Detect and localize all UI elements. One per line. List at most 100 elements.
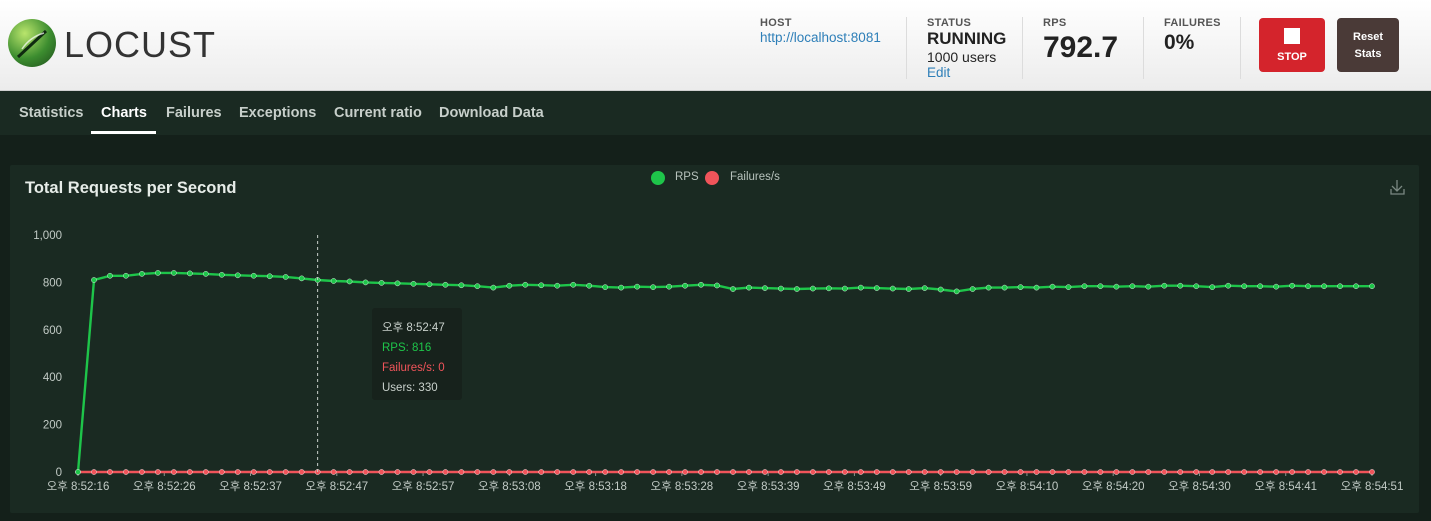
rps-data-point[interactable] (1369, 283, 1375, 289)
host-link[interactable]: http://localhost:8081 (760, 30, 881, 45)
failures-data-point[interactable] (873, 469, 880, 475)
rps-data-point[interactable] (426, 281, 433, 288)
failures-data-point[interactable] (969, 469, 976, 475)
failures-data-point[interactable] (937, 469, 944, 475)
failures-data-point[interactable] (794, 469, 800, 475)
rps-data-point[interactable] (1065, 284, 1072, 290)
rps-data-point[interactable] (378, 280, 385, 286)
failures-data-point[interactable] (1129, 469, 1136, 475)
failures-data-point[interactable] (857, 469, 864, 475)
rps-data-point[interactable] (586, 282, 593, 289)
failures-data-point[interactable] (586, 469, 593, 475)
failures-data-point[interactable] (1353, 469, 1359, 475)
rps-data-point[interactable] (139, 271, 145, 277)
rps-data-point[interactable] (1209, 284, 1216, 290)
failures-data-point[interactable] (570, 469, 577, 475)
rps-data-point[interactable] (155, 270, 161, 276)
failures-data-point[interactable] (602, 469, 608, 475)
failures-data-point[interactable] (618, 469, 624, 475)
failures-data-point[interactable] (1145, 469, 1152, 475)
rps-data-point[interactable] (905, 286, 912, 292)
rps-data-point[interactable] (474, 283, 481, 289)
rps-data-point[interactable] (570, 281, 577, 288)
rps-data-point[interactable] (234, 272, 241, 279)
failures-data-point[interactable] (1113, 469, 1120, 475)
failures-data-point[interactable] (426, 469, 433, 475)
failures-data-point[interactable] (1049, 469, 1056, 475)
rps-data-point[interactable] (1161, 282, 1168, 289)
failures-data-point[interactable] (1369, 469, 1375, 475)
rps-data-point[interactable] (330, 278, 337, 284)
rps-data-point[interactable] (1049, 283, 1056, 290)
failures-data-point[interactable] (218, 469, 225, 475)
failures-data-point[interactable] (155, 469, 161, 475)
rps-data-point[interactable] (506, 282, 513, 289)
rps-data-point[interactable] (107, 272, 113, 279)
rps-data-point[interactable] (1097, 283, 1104, 289)
failures-data-point[interactable] (826, 469, 832, 475)
failures-data-point[interactable] (714, 469, 720, 475)
failures-data-point[interactable] (905, 469, 912, 475)
failures-data-point[interactable] (810, 469, 816, 475)
rps-data-point[interactable] (634, 283, 640, 290)
rps-data-point[interactable] (442, 281, 449, 288)
failures-data-point[interactable] (842, 469, 848, 475)
rps-data-point[interactable] (394, 280, 401, 287)
rps-data-point[interactable] (1305, 283, 1311, 289)
rps-data-point[interactable] (1257, 283, 1263, 289)
failures-data-point[interactable] (330, 469, 337, 475)
failures-data-point[interactable] (234, 469, 241, 475)
rps-data-point[interactable] (75, 469, 81, 475)
failures-data-point[interactable] (394, 469, 401, 475)
failures-data-point[interactable] (362, 469, 369, 475)
rps-data-point[interactable] (842, 285, 848, 292)
rps-data-point[interactable] (602, 284, 608, 290)
failures-data-point[interactable] (1305, 469, 1311, 475)
failures-data-point[interactable] (298, 469, 305, 475)
rps-data-point[interactable] (826, 285, 832, 292)
failures-data-point[interactable] (762, 469, 768, 475)
failures-data-point[interactable] (634, 469, 640, 475)
rps-data-point[interactable] (1145, 283, 1152, 290)
legend-rps-label[interactable]: RPS (675, 171, 699, 183)
rps-data-point[interactable] (346, 278, 353, 285)
failures-data-point[interactable] (698, 469, 704, 475)
download-icon[interactable] (1390, 180, 1405, 195)
rps-data-point[interactable] (1353, 283, 1359, 289)
rps-data-point[interactable] (921, 285, 928, 291)
failures-data-point[interactable] (1225, 469, 1232, 475)
rps-data-point[interactable] (794, 286, 800, 292)
failures-data-point[interactable] (1081, 469, 1088, 475)
failures-data-point[interactable] (889, 469, 896, 475)
rps-data-point[interactable] (937, 286, 944, 293)
rps-data-point[interactable] (250, 272, 257, 279)
failures-data-point[interactable] (410, 469, 417, 475)
rps-data-point[interactable] (746, 284, 752, 291)
failures-data-point[interactable] (1017, 469, 1024, 475)
rps-data-point[interactable] (203, 271, 209, 277)
rps-data-point[interactable] (490, 284, 497, 291)
rps-data-point[interactable] (1289, 282, 1295, 289)
legend-failures-marker[interactable] (705, 171, 719, 185)
rps-data-point[interactable] (1273, 283, 1279, 290)
failures-data-point[interactable] (1337, 469, 1343, 475)
failures-data-point[interactable] (187, 469, 193, 475)
rps-data-point[interactable] (618, 284, 624, 291)
rps-data-point[interactable] (650, 284, 656, 290)
failures-data-point[interactable] (1033, 469, 1040, 475)
rps-data-point[interactable] (698, 281, 704, 288)
rps-data-point[interactable] (362, 279, 369, 286)
failures-data-point[interactable] (1001, 469, 1008, 475)
rps-data-point[interactable] (1321, 283, 1327, 289)
failures-data-point[interactable] (474, 469, 481, 475)
tab-failures[interactable]: Failures (166, 105, 222, 121)
tab-download-data[interactable]: Download Data (439, 105, 544, 121)
failures-data-point[interactable] (730, 469, 736, 475)
failures-data-point[interactable] (171, 469, 177, 475)
rps-data-point[interactable] (985, 284, 992, 291)
failures-data-point[interactable] (666, 469, 672, 475)
rps-data-point[interactable] (682, 282, 688, 289)
failures-data-point[interactable] (953, 469, 960, 475)
rps-data-point[interactable] (810, 285, 816, 292)
stop-button[interactable]: STOP (1259, 18, 1325, 72)
